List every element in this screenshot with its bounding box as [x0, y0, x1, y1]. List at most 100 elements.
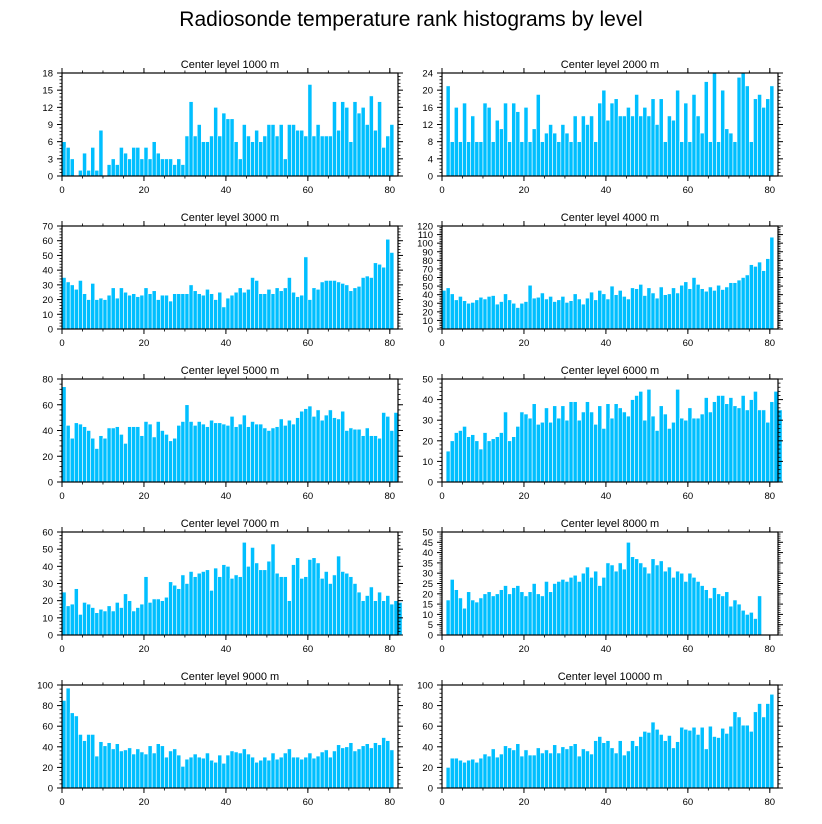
bar: [389, 603, 395, 636]
x-tick-label: 20: [139, 491, 150, 502]
bar: [753, 391, 758, 483]
bar: [164, 434, 169, 483]
bar: [250, 277, 255, 330]
bar: [184, 758, 190, 789]
bar: [180, 421, 186, 483]
bar: [490, 295, 496, 330]
bar: [626, 415, 631, 483]
bar: [110, 287, 116, 330]
bar: [123, 593, 128, 636]
y-tick-label: 40: [42, 742, 53, 753]
bar: [266, 430, 272, 483]
x-tick-label: 40: [601, 185, 612, 196]
bar: [233, 574, 239, 636]
bar: [675, 89, 680, 177]
panel-title: Center level 4000 m: [561, 212, 659, 224]
bar: [548, 421, 553, 483]
bar: [168, 300, 173, 330]
bar: [332, 101, 337, 177]
bar: [658, 98, 664, 177]
bar: [229, 294, 235, 330]
x-tick-label: 20: [519, 491, 530, 502]
bar: [478, 141, 484, 177]
y-tick-label: 8: [428, 137, 433, 148]
bar: [515, 743, 521, 789]
bar: [69, 712, 75, 789]
bar: [205, 288, 210, 330]
bar: [589, 577, 594, 636]
bar: [556, 141, 562, 177]
bar: [658, 560, 664, 636]
panel-8: Center level 9000 m 0 20 40 60 80 100 0 20 40 60 80: [37, 671, 403, 808]
bar: [482, 593, 488, 636]
bar: [511, 436, 517, 483]
bar: [385, 238, 391, 330]
bar: [642, 566, 648, 636]
bar: [634, 558, 639, 636]
y-tick-label: 25: [422, 579, 433, 590]
y-tick-label: 45: [422, 538, 433, 549]
bar: [123, 291, 128, 330]
bar: [143, 753, 149, 789]
bar: [254, 562, 259, 636]
bar: [765, 98, 771, 177]
bar: [201, 423, 206, 483]
bar: [638, 736, 644, 789]
bar: [646, 115, 652, 177]
bar: [184, 583, 190, 636]
bar: [221, 306, 227, 330]
bar: [699, 413, 705, 483]
bar: [201, 141, 206, 177]
bar: [572, 574, 578, 636]
bar: [556, 417, 562, 483]
bar: [319, 419, 325, 483]
bar: [352, 428, 358, 483]
bar: [458, 759, 463, 789]
bar: [360, 107, 366, 177]
bar: [389, 252, 395, 330]
bar: [626, 298, 631, 330]
bar: [482, 432, 488, 483]
bar: [703, 589, 709, 636]
bar: [650, 721, 656, 789]
bar: [601, 293, 607, 330]
bar: [527, 591, 533, 636]
bar: [61, 141, 67, 177]
y-tick-label: 10: [42, 613, 53, 624]
bar: [369, 586, 374, 636]
bar: [381, 600, 387, 636]
bar: [728, 397, 734, 483]
bar: [237, 576, 243, 636]
bar: [172, 748, 178, 789]
bar: [703, 748, 709, 789]
x-tick-label: 60: [683, 797, 694, 808]
bar: [78, 734, 83, 789]
bar: [254, 423, 259, 483]
bar: [749, 399, 754, 483]
bar: [728, 605, 734, 636]
bar: [65, 147, 71, 177]
bar: [147, 602, 153, 636]
bar: [765, 258, 771, 330]
bar: [621, 568, 627, 636]
bar: [597, 290, 603, 330]
bar: [155, 152, 161, 177]
bar: [151, 141, 157, 177]
bar: [258, 759, 264, 789]
bar: [761, 107, 767, 177]
bar: [507, 141, 512, 177]
bar: [332, 750, 337, 789]
bar: [634, 288, 639, 330]
bar: [127, 747, 132, 789]
x-tick-label: 20: [519, 797, 530, 808]
bar: [213, 107, 219, 177]
bar: [699, 585, 705, 636]
bar: [585, 297, 590, 330]
bar: [344, 746, 350, 789]
bar: [221, 423, 227, 483]
bar: [373, 129, 378, 177]
bar: [373, 262, 378, 330]
bar: [291, 124, 296, 177]
bar: [90, 437, 96, 483]
bar: [646, 287, 652, 330]
